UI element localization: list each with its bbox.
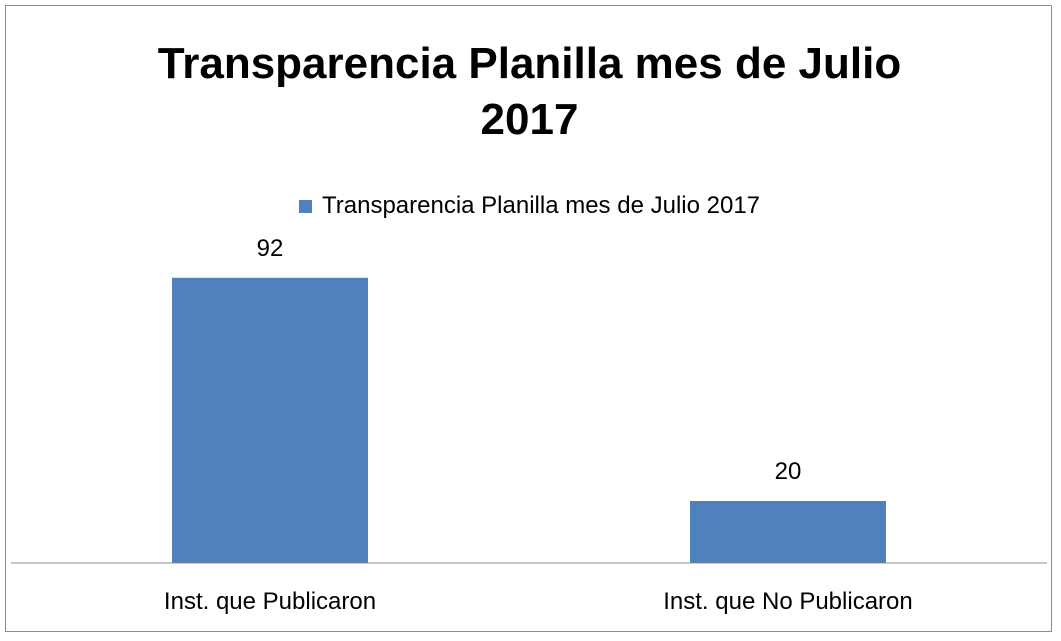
category-label-0: Inst. que Publicaron [164,588,376,615]
chart-legend: Transparencia Planilla mes de Julio 2017 [6,192,1053,220]
bar-chart-plot: 92 Inst. que Publicaron 20 Inst. que No Pub… [11,235,1047,615]
bar-0 [172,277,368,563]
data-label-1: 20 [775,458,802,485]
chart-frame: Transparencia Planilla mes de Julio 2017… [5,5,1052,632]
legend-label: Transparencia Planilla mes de Julio 2017 [321,192,761,219]
legend-swatch [298,199,312,213]
chart-title-line-2: 2017 [480,95,579,144]
data-label-0: 92 [257,235,284,262]
bar-1 [690,501,886,563]
chart-title-line-1: Transparencia Planilla mes de Julio [157,39,902,88]
chart-title: Transparencia Planilla mes de Julio 2017 [6,36,1053,148]
category-label-1: Inst. que No Publicaron [663,588,912,615]
